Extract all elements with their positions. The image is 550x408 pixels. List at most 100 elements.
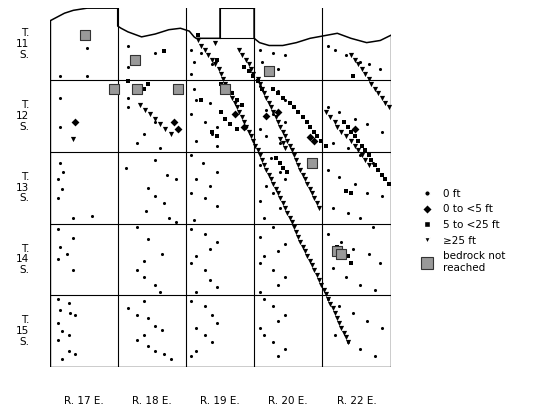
Point xyxy=(69,267,78,273)
Point xyxy=(255,152,264,159)
Point xyxy=(273,118,282,125)
Point xyxy=(278,200,287,207)
Point xyxy=(82,73,91,80)
Point xyxy=(201,231,210,237)
Point xyxy=(244,129,253,135)
Point xyxy=(255,260,264,266)
Point xyxy=(303,181,312,187)
Point xyxy=(358,143,366,149)
Point xyxy=(346,51,355,58)
Point xyxy=(238,51,246,58)
Point xyxy=(351,133,360,139)
Point xyxy=(355,215,364,221)
Point xyxy=(255,197,264,204)
Point xyxy=(280,51,289,58)
Point xyxy=(255,80,264,87)
Point xyxy=(133,224,141,231)
Point xyxy=(226,90,235,96)
Point xyxy=(310,138,318,144)
Point xyxy=(224,85,233,92)
Point xyxy=(135,102,144,109)
Point xyxy=(344,339,353,345)
Point xyxy=(371,353,380,360)
Point xyxy=(56,123,64,130)
Point xyxy=(201,267,210,273)
Point xyxy=(144,236,153,243)
Point xyxy=(192,253,201,259)
Point xyxy=(355,346,364,353)
Point xyxy=(156,121,164,128)
Text: T.
15
S.: T. 15 S. xyxy=(16,315,29,347)
Point xyxy=(276,140,284,146)
Point xyxy=(323,42,332,49)
Point xyxy=(287,219,296,225)
Point xyxy=(323,296,332,302)
Point xyxy=(323,104,332,111)
Text: R. 22 E.: R. 22 E. xyxy=(337,396,376,406)
Point xyxy=(64,332,73,338)
Point xyxy=(230,111,239,118)
Point xyxy=(57,328,66,335)
Point xyxy=(57,186,66,193)
Point xyxy=(87,213,96,220)
Point xyxy=(246,133,255,139)
Point xyxy=(171,219,180,225)
Point xyxy=(342,51,350,58)
Point xyxy=(269,303,278,309)
Point xyxy=(160,351,168,357)
Point xyxy=(233,97,241,103)
Point xyxy=(381,176,389,182)
Point xyxy=(171,176,180,182)
Point xyxy=(205,183,214,189)
Point xyxy=(235,47,244,53)
Point xyxy=(124,104,133,111)
Point xyxy=(253,78,262,85)
Point xyxy=(162,171,171,178)
Point xyxy=(265,100,273,106)
Point xyxy=(335,174,344,180)
Point xyxy=(321,109,330,115)
Point xyxy=(342,188,350,195)
Point xyxy=(124,95,133,101)
Point xyxy=(144,342,153,349)
Point xyxy=(187,226,196,233)
Point xyxy=(262,166,271,173)
Point xyxy=(351,57,360,63)
Point xyxy=(235,109,244,115)
Point xyxy=(273,353,282,360)
Point xyxy=(367,157,376,164)
Point xyxy=(273,248,282,254)
Point xyxy=(53,296,62,302)
Point xyxy=(292,229,301,235)
Point xyxy=(190,217,199,223)
Point xyxy=(249,73,257,80)
Text: T.
11
S.: T. 11 S. xyxy=(16,28,29,60)
Point xyxy=(306,258,315,264)
Point xyxy=(196,42,205,49)
Point xyxy=(276,123,284,130)
Point xyxy=(167,355,175,362)
Point xyxy=(205,100,214,106)
Point xyxy=(260,90,269,96)
Point xyxy=(238,114,246,121)
Point xyxy=(367,80,376,87)
Point xyxy=(269,85,278,92)
Point xyxy=(287,147,296,153)
Point xyxy=(267,176,276,182)
Point xyxy=(371,85,380,92)
Point xyxy=(273,317,282,324)
Point xyxy=(82,44,91,51)
Point xyxy=(59,169,68,175)
Point xyxy=(130,57,139,63)
Point xyxy=(160,200,168,207)
Point xyxy=(360,157,369,164)
Point xyxy=(269,109,278,115)
Point xyxy=(207,61,216,67)
Point xyxy=(272,154,280,161)
Point xyxy=(124,78,133,85)
Point xyxy=(110,85,119,92)
Point xyxy=(139,332,148,338)
Point xyxy=(255,126,264,132)
Text: R. 19 E.: R. 19 E. xyxy=(200,396,240,406)
Point xyxy=(378,193,387,200)
